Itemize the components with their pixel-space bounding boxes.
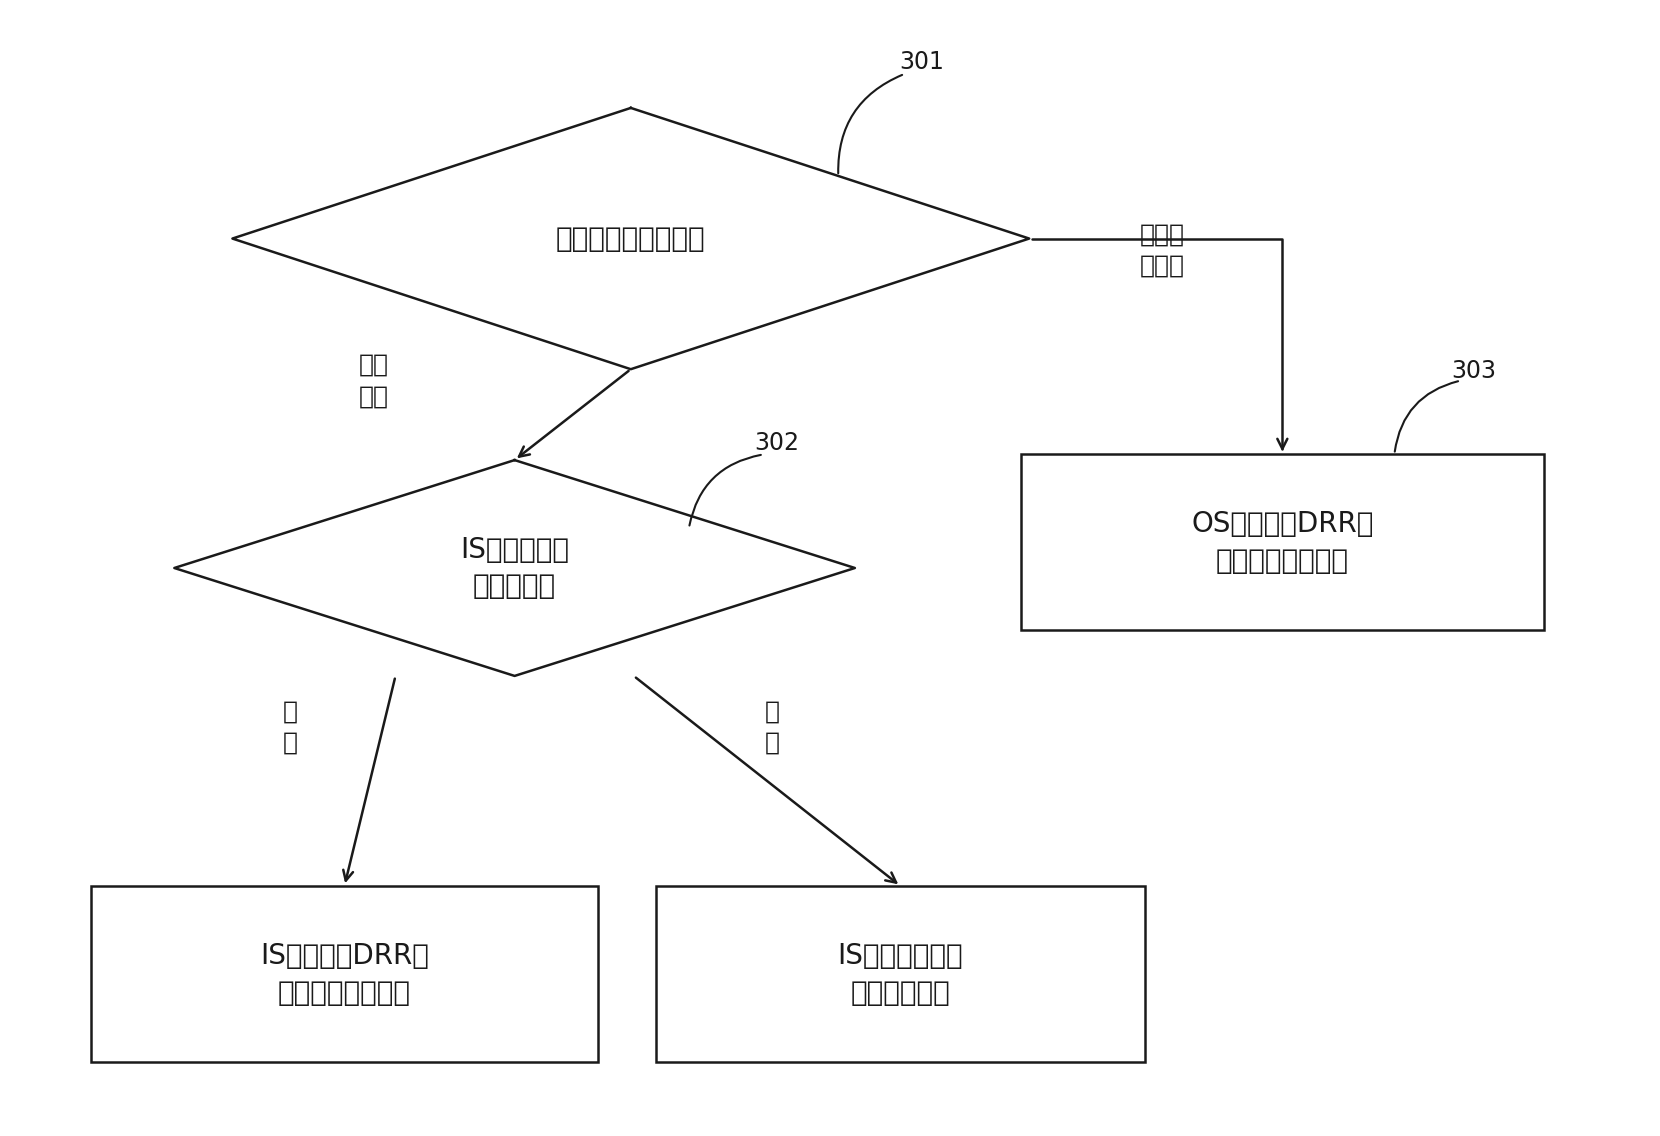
Text: IS采用扇出分割
方式进行调度: IS采用扇出分割 方式进行调度	[838, 942, 963, 1006]
Text: 判断调度发生的位置: 判断调度发生的位置	[556, 225, 706, 252]
Bar	[91, 886, 598, 1062]
Bar	[656, 886, 1145, 1062]
Bar	[1021, 454, 1544, 630]
Text: 组
播: 组 播	[764, 700, 780, 754]
Polygon shape	[232, 108, 1029, 369]
Text: 单
播: 单 播	[282, 700, 299, 754]
Text: 输入
端口: 输入 端口	[359, 353, 388, 408]
Text: IS判断数据包
队列的类型: IS判断数据包 队列的类型	[460, 535, 569, 601]
Text: 301: 301	[898, 50, 945, 75]
Text: 303: 303	[1451, 359, 1497, 384]
Text: OS采用基于DRR的
调度算法进行调度: OS采用基于DRR的 调度算法进行调度	[1192, 510, 1373, 575]
Polygon shape	[174, 460, 855, 676]
Text: 302: 302	[754, 431, 800, 456]
Text: 交叉节
点缓存: 交叉节 点缓存	[1139, 223, 1185, 277]
Text: IS采用基于DRR的
调度算法进行调度: IS采用基于DRR的 调度算法进行调度	[261, 942, 428, 1006]
